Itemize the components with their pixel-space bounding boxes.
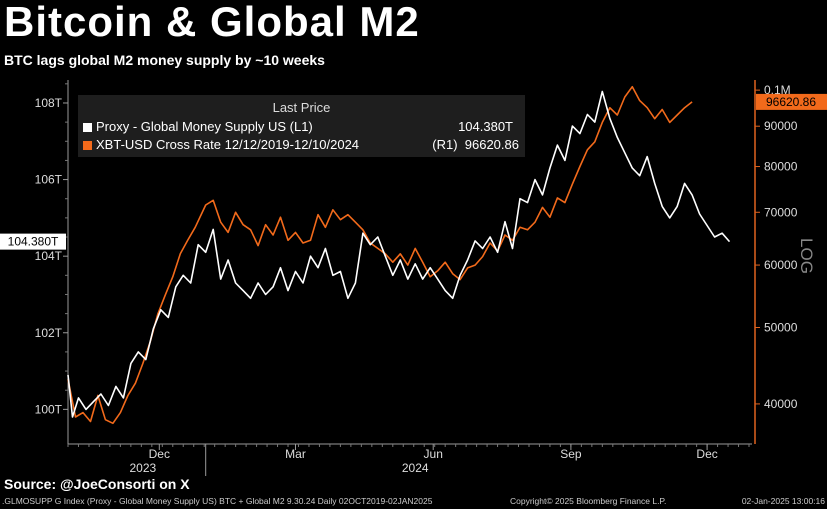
left-last-value-badge [0,233,66,250]
legend: Last Price Proxy - Global Money Supply U… [78,95,525,157]
right-tick-label: 0.1M [764,83,791,97]
chart-ticks: 100T 102T 104T 106T 108T 40000 50000 60000 70000… [0,83,827,476]
legend-swatch-btc [83,141,92,150]
right-last-value-label: 96620.86 [766,95,816,109]
left-tick-label: 104T [35,249,63,263]
legend-value-btc: (R1) 96620.86 [432,137,519,152]
legend-item-btc: XBT-USD Cross Rate 12/12/2019-12/10/2024… [83,137,519,155]
right-tick-label: 40000 [764,397,798,411]
left-tick-label: 108T [35,96,63,110]
series-line-btc [67,85,693,425]
x-tick-label: Dec [696,447,717,461]
right-tick-label: 60000 [764,258,798,272]
x-tick-label: Dec [149,447,170,461]
legend-heading: Last Price [272,100,331,115]
legend-value-m2: 104.380T [458,119,513,134]
legend-item-m2: Proxy - Global Money Supply US (L1) 104.… [83,119,519,137]
chart-series-group [67,85,731,425]
year-label: 2023 [129,461,156,475]
source-credit: Source: @JoeConsorti on X [4,476,190,492]
x-tick-label: Jun [424,447,443,461]
chart-title: Bitcoin & Global M2 [4,0,420,45]
x-tick-label: Sep [560,447,582,461]
legend-label-btc: XBT-USD Cross Rate 12/12/2019-12/10/2024 [96,137,360,152]
footer: .GLMOSUPP G Index (Proxy - Global Money … [2,496,825,509]
footer-index-info: .GLMOSUPP G Index (Proxy - Global Money … [2,496,433,506]
right-tick-label: 90000 [764,119,798,133]
left-last-value-label: 104.380T [8,235,59,249]
footer-timestamp: 02-Jan-2025 13:00:16 [741,496,825,506]
chart-axes [67,80,756,445]
right-tick-label: 70000 [764,205,798,219]
left-tick-label: 100T [35,402,63,416]
right-last-value-badge [756,93,827,110]
right-tick-label: 50000 [764,320,798,334]
left-tick-label: 102T [35,326,63,340]
legend-value-btc-number: 96620.86 [464,137,519,152]
legend-label-m2: Proxy - Global Money Supply US (L1) [96,119,313,134]
legend-swatch-m2 [83,123,92,132]
footer-copyright: Copyright© 2025 Bloomberg Finance L.P. [510,496,667,506]
left-tick-label: 106T [35,173,63,187]
legend-axis-btc: (R1) [432,137,458,152]
year-label: 2024 [402,461,429,475]
series-line-m2 [67,90,731,418]
x-tick-label: Mar [285,447,306,461]
log-scale-badge: LOG [796,238,816,274]
chart-subtitle: BTC lags global M2 money supply by ~10 w… [4,52,325,68]
right-tick-label: 80000 [764,160,798,174]
